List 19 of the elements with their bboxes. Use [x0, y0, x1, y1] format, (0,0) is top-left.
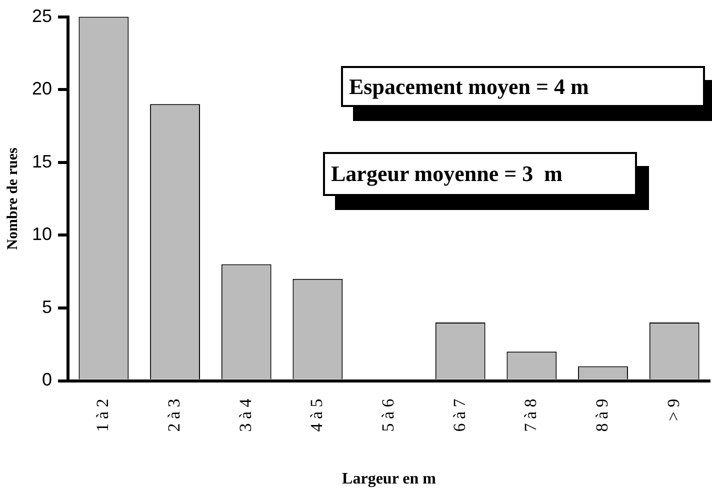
x-tick-label: > 9: [664, 398, 683, 422]
x-tick-label: 5 à 6: [378, 398, 398, 432]
y-tick-label: 20: [32, 78, 52, 99]
y-tick-label: 15: [32, 151, 52, 172]
x-tick-label: 4 à 5: [307, 398, 326, 432]
y-tick-label: 5: [42, 296, 52, 317]
y-tick-label: 0: [42, 370, 52, 390]
y-tick-label: 25: [32, 6, 52, 26]
x-axis-title: Largeur en m: [342, 470, 437, 488]
annotation: Espacement moyen = 4 m: [349, 72, 589, 101]
y-tick-label: 10: [32, 224, 52, 244]
x-tick-label: 8 à 9: [592, 398, 612, 432]
y-axis-title: Nombre de rues: [4, 148, 21, 250]
x-tick-label: 1 à 2: [93, 398, 112, 432]
x-tick-label: 6 à 7: [450, 398, 469, 432]
annotation: Largeur moyenne = 3 m: [331, 160, 562, 188]
x-tick-label: 7 à 8: [521, 398, 540, 432]
x-tick-label: 2 à 3: [164, 398, 184, 432]
x-tick-label: 3 à 4: [236, 398, 255, 432]
